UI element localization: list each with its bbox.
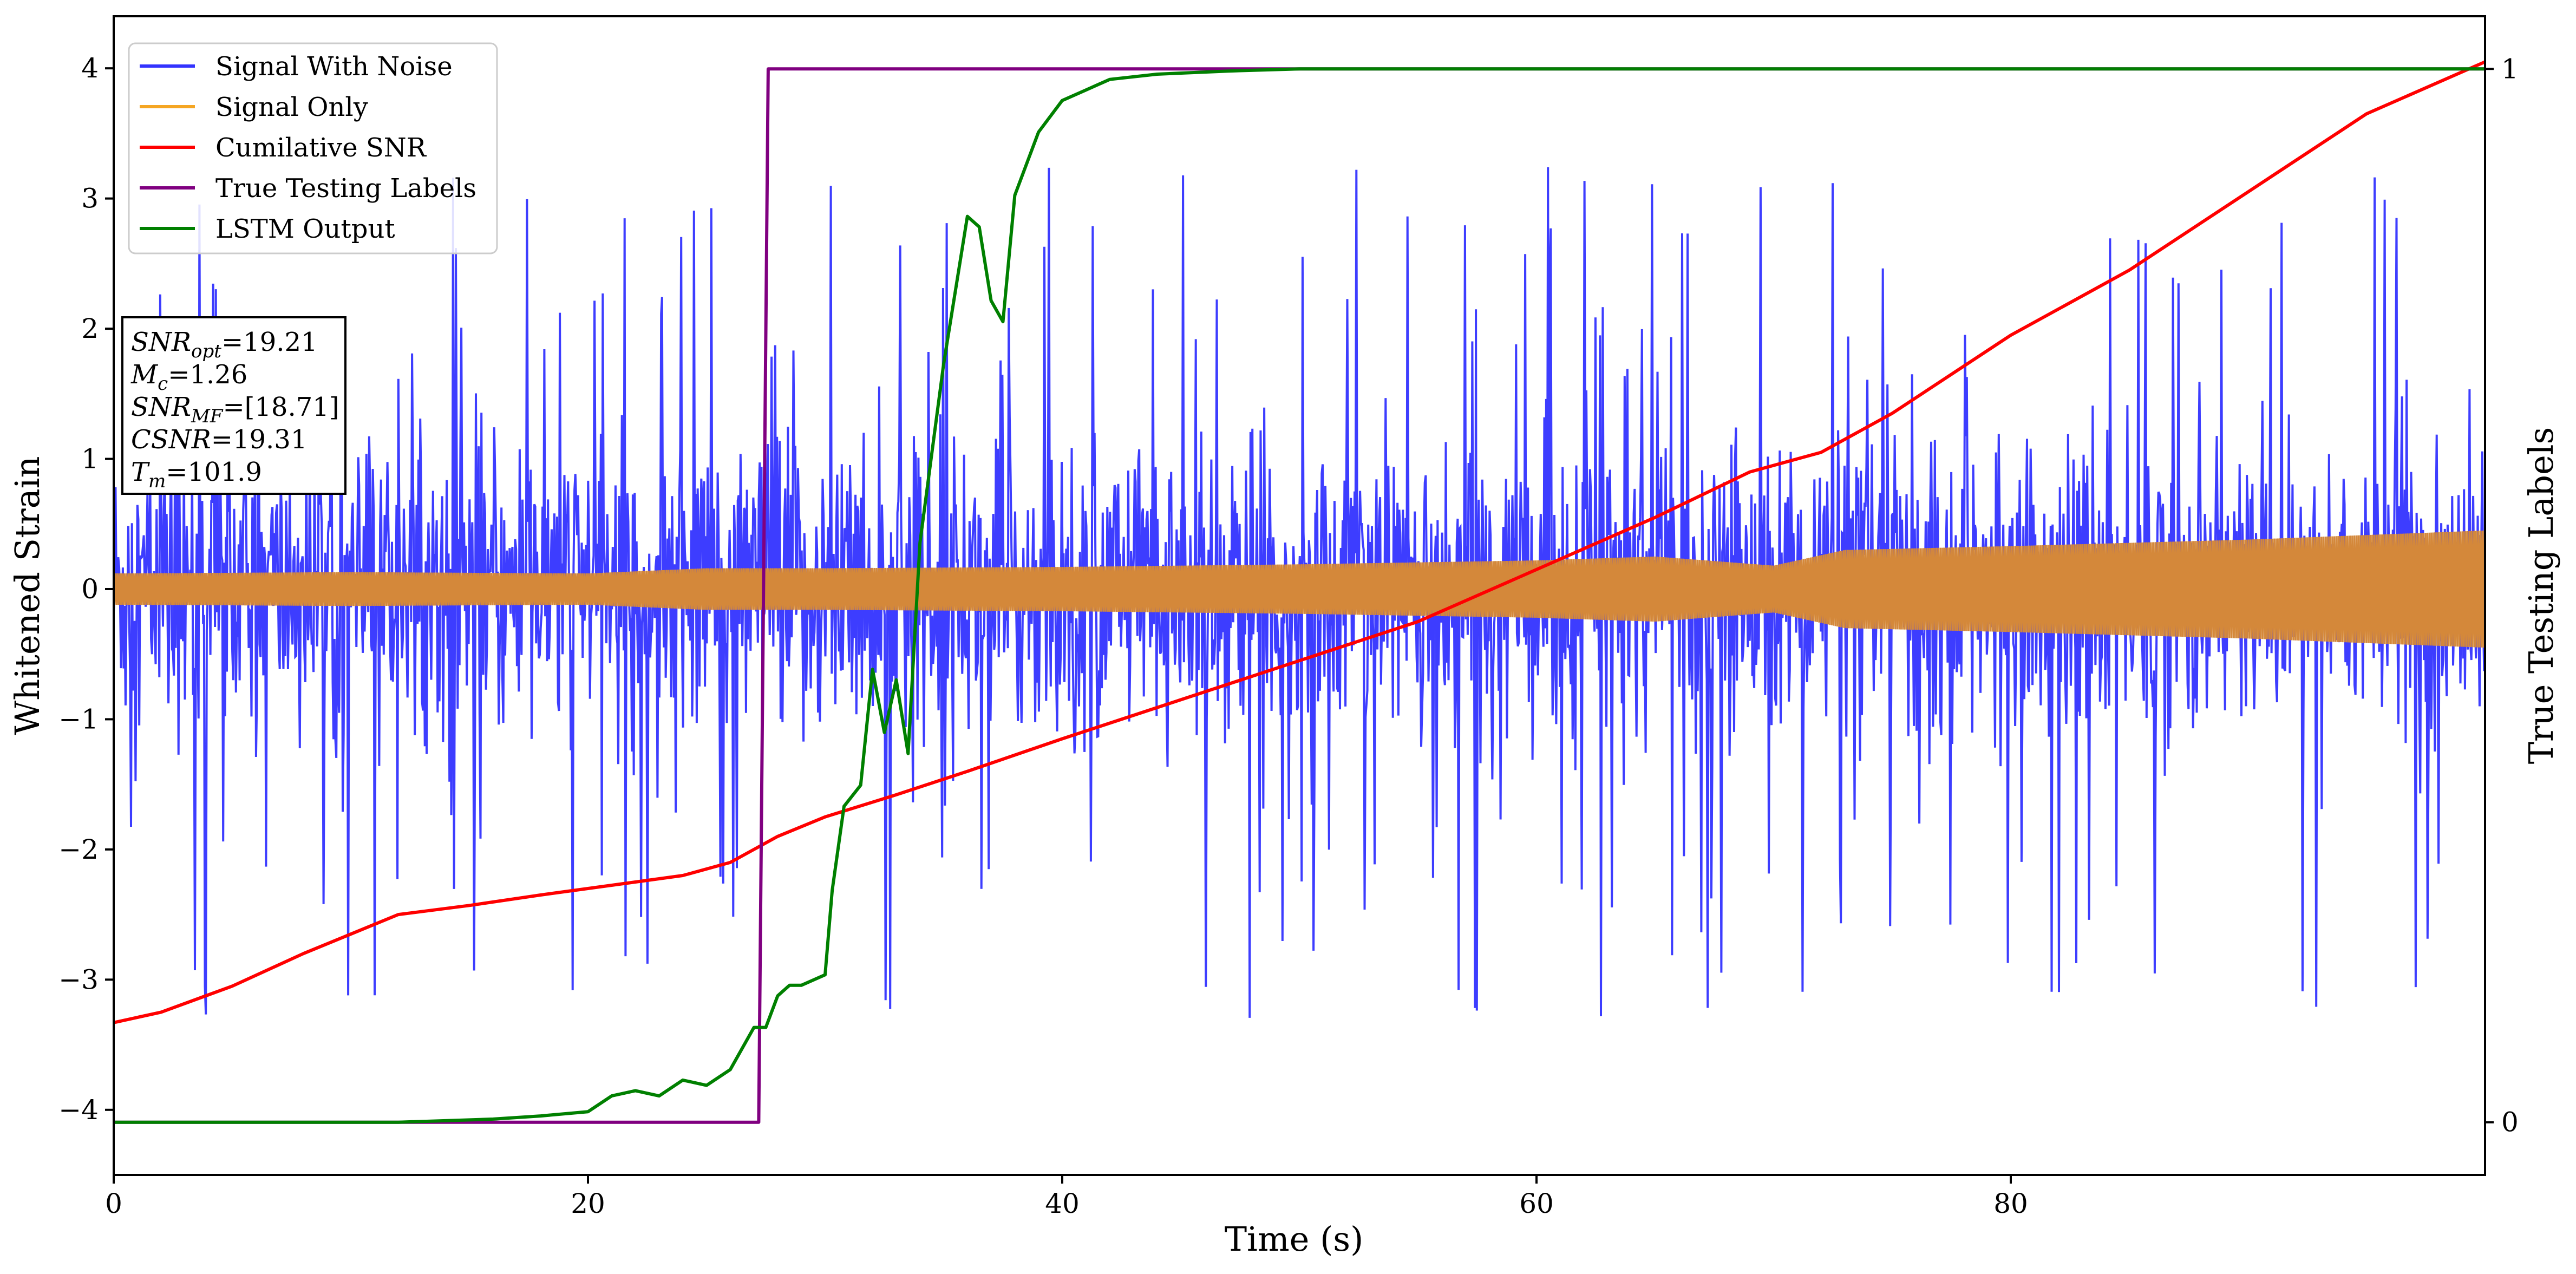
x-tick-label: 20 — [571, 1188, 605, 1219]
series-line-signal-only — [114, 530, 2485, 648]
y-left-tick-label: 4 — [81, 53, 99, 84]
x-tick-label: 40 — [1045, 1188, 1080, 1219]
y-left-tick-label: 3 — [81, 183, 99, 214]
legend-label-signal-only: Signal Only — [215, 92, 368, 122]
y-left-tick-label: −4 — [58, 1094, 99, 1126]
y-left-axis-label: Whitened Strain — [8, 456, 47, 735]
info-snr-mf: SNRMF=[18.71] — [131, 392, 339, 427]
legend-label-signal-with-noise: Signal With Noise — [215, 51, 453, 82]
legend-label-cumilative-snr: Cumilative SNR — [215, 133, 427, 163]
y-left-tick-label: 0 — [81, 573, 99, 605]
y-right-tick-label: 1 — [2501, 53, 2519, 84]
series-line-lstm-output — [114, 67, 2485, 1124]
y-right-axis-ticks: 01 — [2485, 53, 2519, 1138]
x-axis-ticks: 0 20 40 60 80 — [105, 1175, 2028, 1219]
legend-label-lstm-output: LSTM Output — [215, 214, 395, 244]
info-csnr: CSNR=19.31 — [131, 424, 307, 455]
x-tick-label: 60 — [1519, 1188, 1554, 1219]
x-axis-label: Time (s) — [1225, 1219, 1364, 1259]
y-left-tick-label: −1 — [58, 703, 99, 735]
info-snr-opt: SNRopt=19.21 — [131, 327, 318, 362]
x-tick-label: 0 — [105, 1188, 122, 1219]
series-layer — [114, 60, 2485, 1124]
y-left-tick-label: −2 — [58, 834, 99, 865]
y-left-tick-label: 1 — [81, 443, 99, 475]
y-left-axis-ticks: −4 −3 −2 −1 0 1 2 3 4 — [58, 53, 114, 1126]
y-right-axis-label: True Testing Labels — [2521, 427, 2561, 765]
legend-frame — [128, 42, 498, 254]
info-tm: Tm=101.9 — [131, 457, 262, 492]
y-left-tick-label: −3 — [58, 964, 99, 995]
legend-label-true-testing-labels: True Testing Labels — [215, 173, 476, 204]
y-right-tick-label: 0 — [2501, 1107, 2519, 1138]
plot-frame — [113, 15, 2486, 1176]
x-tick-label: 80 — [1993, 1188, 2028, 1219]
info-mc: Mc=1.26 — [130, 360, 247, 395]
series-line-cumilative-snr — [114, 60, 2485, 1024]
info-box-frame — [121, 316, 346, 495]
legend: Signal With Noise Signal Only Cumilative… — [128, 42, 498, 254]
y-left-tick-label: 2 — [81, 313, 99, 344]
info-box: SNRopt=19.21 Mc=1.26 SNRMF=[18.71] CSNR=… — [121, 316, 346, 495]
